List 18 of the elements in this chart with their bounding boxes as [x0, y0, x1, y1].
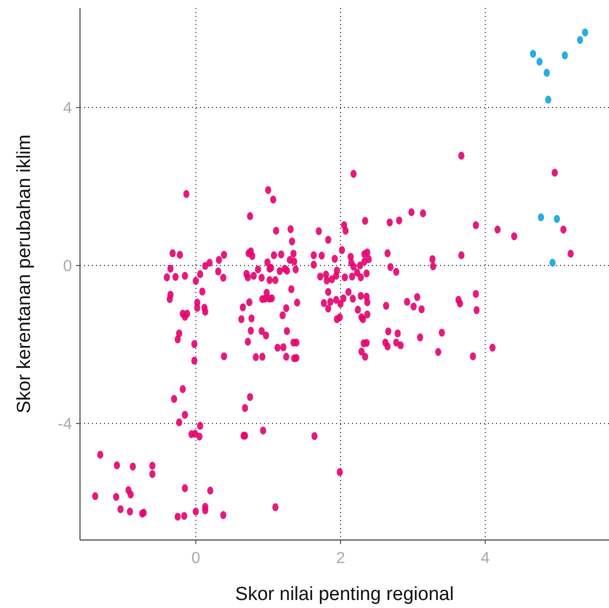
- point: [576, 36, 584, 44]
- point: [562, 51, 568, 60]
- y-tick-label: 0: [63, 258, 72, 276]
- point: [549, 258, 556, 267]
- y-tick-label: -4: [58, 416, 72, 434]
- point: [530, 50, 536, 58]
- x-tick-label: 0: [191, 550, 200, 567]
- x-axis-title: Skor nilai penting regional: [235, 584, 454, 605]
- point: [538, 213, 544, 222]
- y-axis-title: Skor kerentanan perubahan iklim: [14, 134, 35, 414]
- x-tick-label: 2: [336, 550, 346, 567]
- point: [545, 96, 552, 104]
- y-tick-label: 4: [63, 100, 72, 118]
- point: [544, 68, 550, 77]
- point: [554, 214, 560, 223]
- x-tick-label: 4: [480, 550, 490, 567]
- point: [582, 28, 588, 36]
- point: [536, 58, 543, 66]
